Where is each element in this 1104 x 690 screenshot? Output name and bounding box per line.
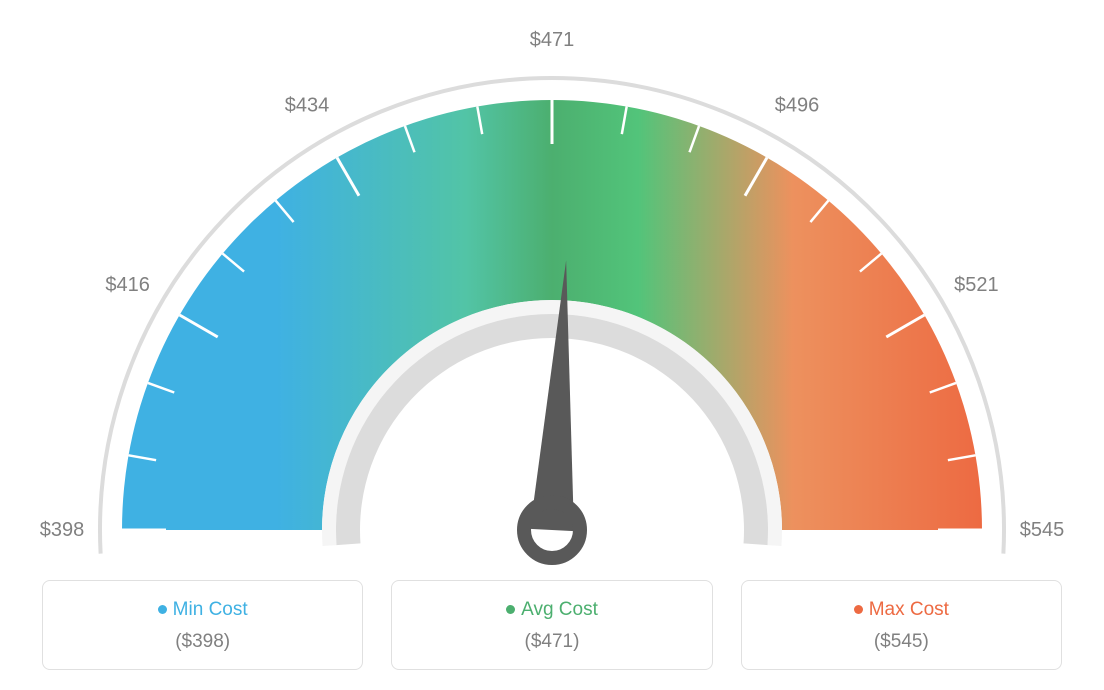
legend-max-label: Max Cost <box>869 599 949 620</box>
legend-max-value: ($545) <box>752 631 1051 653</box>
svg-text:$434: $434 <box>285 95 330 117</box>
legend-min-title: Min Cost <box>53 599 352 621</box>
svg-text:$545: $545 <box>1020 519 1065 541</box>
legend-max-dot <box>854 605 863 614</box>
legend-avg-dot <box>506 605 515 614</box>
svg-text:$496: $496 <box>775 95 820 117</box>
svg-text:$416: $416 <box>105 274 150 296</box>
legend-card-min: Min Cost ($398) <box>42 580 363 670</box>
legend-min-dot <box>158 605 167 614</box>
gauge-svg: $398 $416 $434 $471 $496 $521 $545 <box>0 0 1104 580</box>
svg-text:$521: $521 <box>954 274 999 296</box>
legend-min-label: Min Cost <box>173 599 248 620</box>
legend-min-value: ($398) <box>53 631 352 653</box>
legend-avg-title: Avg Cost <box>402 599 701 621</box>
svg-text:$398: $398 <box>40 519 85 541</box>
legend-max-title: Max Cost <box>752 599 1051 621</box>
legend-card-max: Max Cost ($545) <box>741 580 1062 670</box>
legend-avg-value: ($471) <box>402 631 701 653</box>
gauge-chart: $398 $416 $434 $471 $496 $521 $545 <box>0 0 1104 580</box>
legend-card-avg: Avg Cost ($471) <box>391 580 712 670</box>
legend-row: Min Cost ($398) Avg Cost ($471) Max Cost… <box>0 580 1104 670</box>
svg-text:$471: $471 <box>530 29 575 51</box>
legend-avg-label: Avg Cost <box>521 599 598 620</box>
